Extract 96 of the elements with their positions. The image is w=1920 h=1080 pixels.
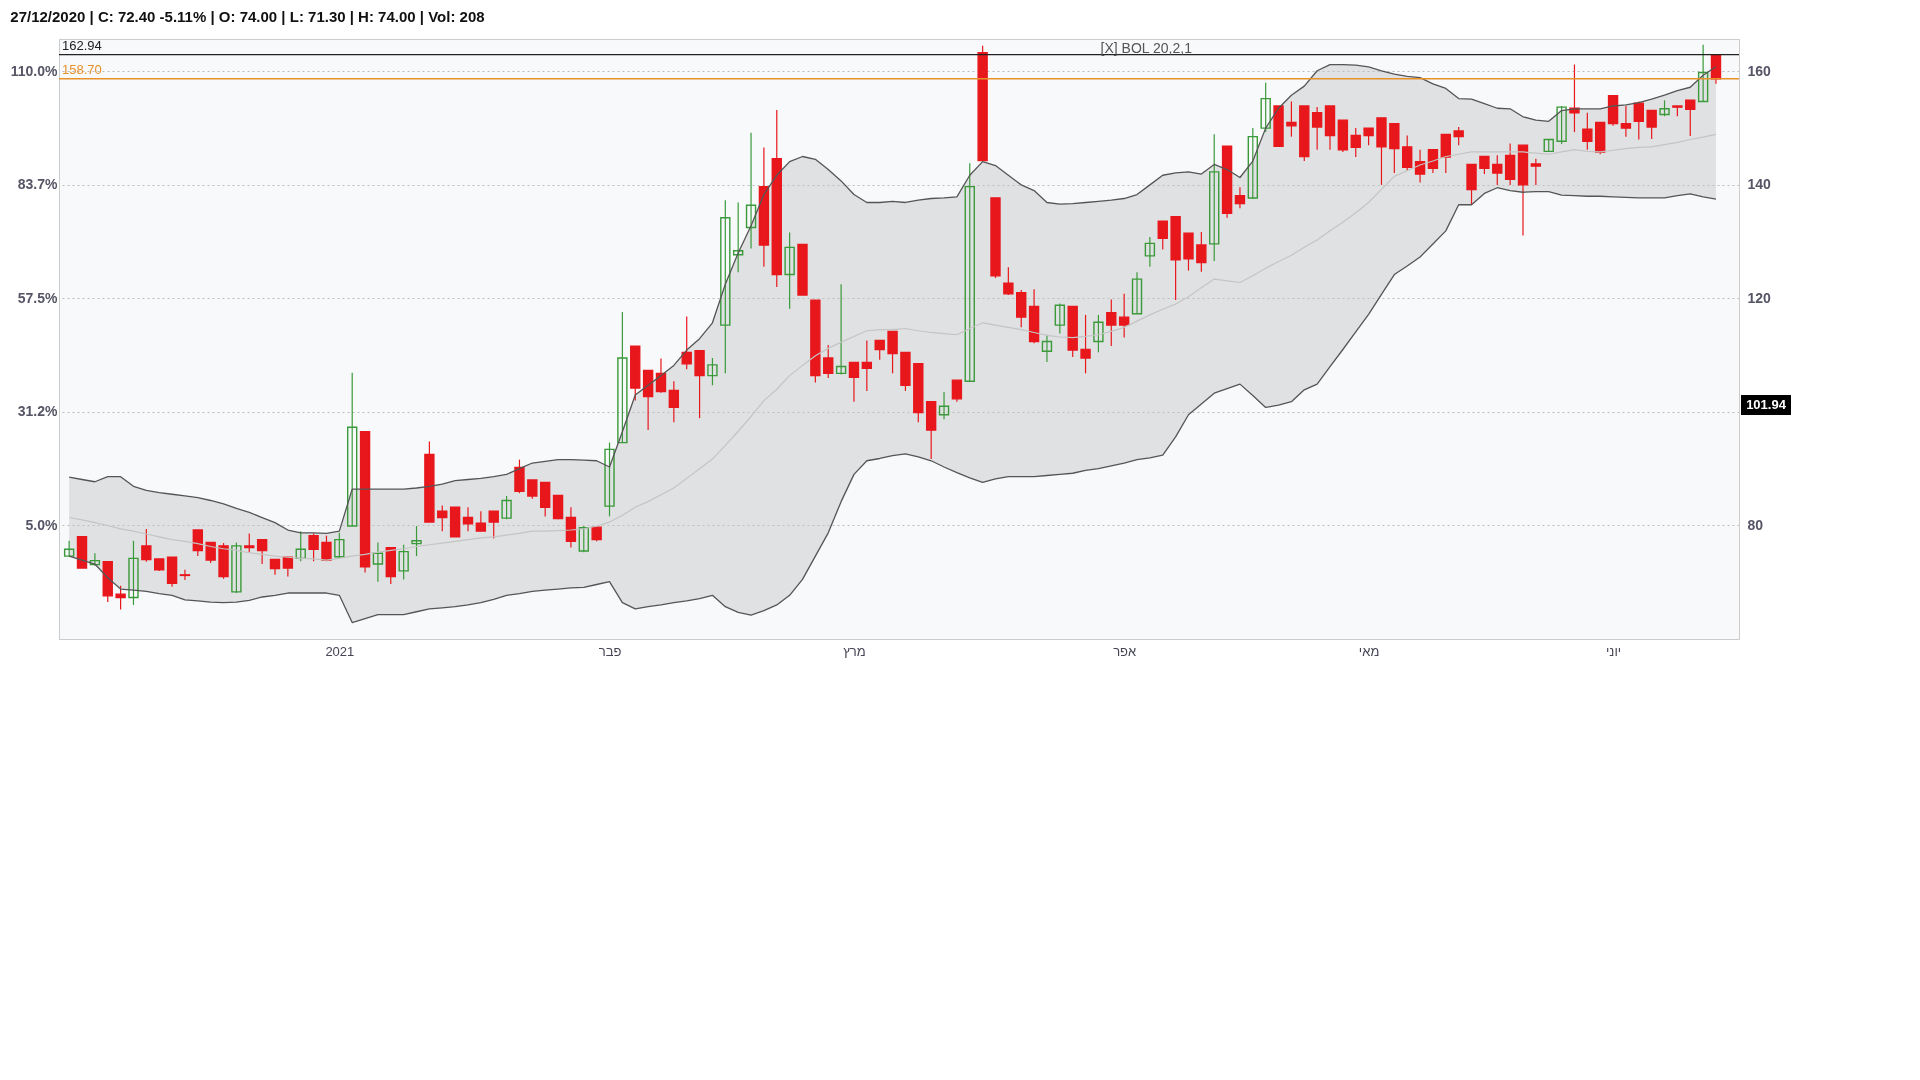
candlestick xyxy=(578,525,589,553)
candlestick xyxy=(115,585,126,611)
candlestick xyxy=(231,541,242,594)
candlestick xyxy=(861,339,873,392)
candlestick xyxy=(565,506,577,549)
candlestick xyxy=(1131,271,1143,315)
candlestick xyxy=(179,569,191,581)
text: [X] BOL 20,2,1 xyxy=(1100,40,1193,56)
candlestick xyxy=(668,380,680,423)
candlestick xyxy=(835,283,847,376)
candlestick xyxy=(128,540,139,606)
candlestick xyxy=(475,510,487,532)
y-tick-label: 160 xyxy=(1747,62,1772,79)
candlestick xyxy=(1196,231,1207,273)
candlestick xyxy=(411,525,422,557)
candlestick xyxy=(141,528,152,563)
text: 101.94 xyxy=(1746,397,1787,412)
y2-tick-label: 31.2% xyxy=(17,403,59,420)
candlestick xyxy=(1440,133,1451,174)
candlestick xyxy=(437,505,448,532)
x-tick-label: אפר xyxy=(1113,643,1137,659)
candlestick xyxy=(1080,314,1091,374)
candlestick xyxy=(1286,100,1297,138)
candlestick xyxy=(1530,158,1542,186)
candlestick xyxy=(89,552,101,567)
candlestick xyxy=(1633,100,1644,141)
candlestick xyxy=(488,510,499,540)
y2-tick-label: 57.5% xyxy=(17,289,59,306)
candlestick xyxy=(887,330,898,374)
candlestick xyxy=(1234,186,1246,209)
candlestick xyxy=(1582,112,1593,151)
candlestick xyxy=(951,379,963,403)
candlestick xyxy=(848,361,860,403)
candlestick xyxy=(1106,298,1117,347)
candlestick xyxy=(964,162,975,382)
candlestick xyxy=(617,311,628,444)
x-tick-label: 2021 xyxy=(325,643,355,659)
candlestick xyxy=(720,199,731,374)
candlestick xyxy=(192,529,204,557)
candlestick xyxy=(938,391,950,420)
y-tick-label: 80 xyxy=(1747,516,1764,533)
candlestick xyxy=(1685,99,1696,137)
candlestick xyxy=(462,506,474,532)
x-tick-label: מרץ xyxy=(843,643,866,659)
candlestick xyxy=(1054,302,1066,335)
candlestick xyxy=(1247,127,1259,200)
ref-line-label: 158.70 xyxy=(62,61,102,77)
candlestick xyxy=(1003,266,1014,296)
candlestick xyxy=(501,495,512,520)
candlestick xyxy=(1260,82,1271,133)
candlestick xyxy=(1350,127,1361,158)
candlestick xyxy=(256,538,268,565)
y2-tick-label: 5.0% xyxy=(25,516,59,533)
candlestick xyxy=(1157,220,1168,251)
y-tick-label: 140 xyxy=(1747,176,1772,193)
candlestick xyxy=(1093,314,1104,353)
candlestick xyxy=(321,535,332,562)
candlestick xyxy=(527,479,538,500)
candlestick xyxy=(784,231,795,310)
candlestick xyxy=(63,540,75,557)
chart-subtitle: 27/12/2020 | C: 72.40 -5.11% | O: 74.00 | L: 71.30 | H: 74.00 | Vol: 208 xyxy=(10,8,485,25)
candlestick xyxy=(295,530,306,562)
candlestick xyxy=(1492,154,1503,186)
x-tick-label: יוני xyxy=(1605,643,1622,659)
candlestick xyxy=(347,372,358,527)
candlestick xyxy=(707,357,718,386)
candlestick xyxy=(1646,109,1657,140)
candlestick xyxy=(745,132,757,250)
candlestick xyxy=(244,532,255,553)
candlestick xyxy=(398,544,409,580)
candlestick xyxy=(823,344,834,379)
candlestick xyxy=(1144,236,1156,268)
candlestick xyxy=(1041,334,1053,363)
x-tick-label: פבר xyxy=(598,643,622,659)
y2-tick-label: 110.0% xyxy=(10,62,59,79)
candlestick xyxy=(334,532,345,559)
candlestick xyxy=(1504,142,1516,186)
candlestick xyxy=(1453,126,1464,146)
candlestick xyxy=(372,541,384,583)
candlestick xyxy=(1209,133,1220,262)
candlestick xyxy=(874,339,885,361)
candlestick xyxy=(1402,134,1413,172)
candlestick xyxy=(1311,106,1323,151)
candlestick xyxy=(308,532,319,562)
ref-line-label: 162.94 xyxy=(62,37,102,53)
y-tick-label: 120 xyxy=(1747,289,1772,306)
candlestick xyxy=(205,541,216,564)
candlestick xyxy=(1620,105,1632,138)
y2-tick-label: 83.7% xyxy=(17,176,59,193)
candlestick xyxy=(1118,293,1130,339)
candlestick xyxy=(732,201,744,273)
candlestick xyxy=(514,459,525,494)
candlestick xyxy=(1697,44,1709,103)
x-tick-label: מאי xyxy=(1358,643,1380,659)
candlestick xyxy=(1556,105,1567,145)
candlestick xyxy=(604,442,615,517)
